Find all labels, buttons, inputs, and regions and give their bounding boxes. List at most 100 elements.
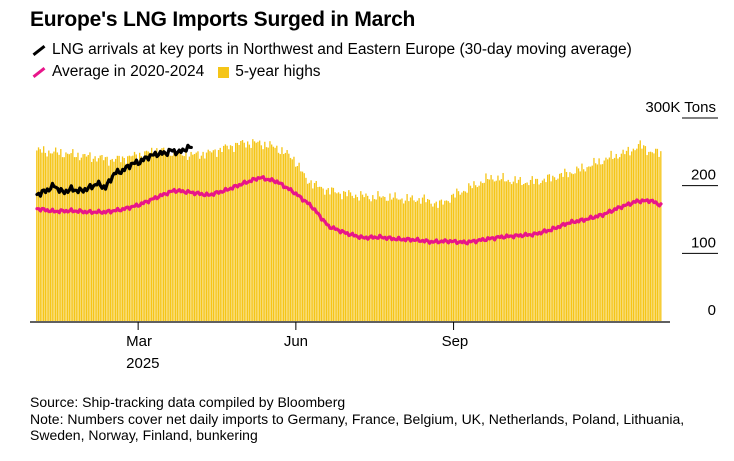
bar-5yr-high	[94, 156, 96, 321]
bar-5yr-high	[185, 151, 187, 321]
bar-5yr-high	[425, 202, 427, 321]
bar-5yr-high	[620, 153, 623, 321]
bar-5yr-high	[409, 197, 412, 321]
bar-5yr-high	[632, 148, 635, 321]
bar-5yr-high	[591, 165, 593, 321]
bar-5yr-high	[651, 152, 653, 321]
bar-5yr-high	[325, 189, 328, 321]
bar-5yr-high	[339, 193, 341, 321]
bar-5yr-high	[315, 180, 317, 321]
bar-5yr-high	[199, 158, 201, 321]
bar-5yr-high	[343, 191, 345, 321]
bar-5yr-high	[511, 184, 513, 321]
bar-5yr-high	[60, 149, 62, 321]
bar-5yr-high	[79, 160, 81, 321]
bar-5yr-high	[159, 152, 161, 321]
bar-5yr-high	[547, 174, 549, 321]
bar-5yr-high	[464, 191, 467, 321]
bar-5yr-high	[375, 199, 377, 321]
bar-5yr-high	[300, 171, 302, 321]
bar-5yr-high	[327, 188, 329, 321]
bar-5yr-high	[613, 157, 616, 321]
bar-5yr-high	[572, 174, 575, 321]
bar-5yr-high	[394, 192, 396, 321]
bar-5yr-high	[646, 155, 648, 321]
bar-5yr-high	[509, 182, 511, 321]
bar-5yr-high	[211, 152, 213, 321]
bar-5yr-high	[116, 155, 119, 321]
bar-5yr-high	[154, 156, 156, 321]
bar-5yr-high	[291, 159, 293, 321]
bar-5yr-high	[399, 199, 401, 321]
bar-5yr-high	[63, 157, 65, 321]
bar-5yr-high	[579, 171, 581, 321]
bar-5yr-high	[301, 171, 304, 321]
y-tick-label: 0	[708, 302, 716, 319]
bar-5yr-high	[204, 158, 206, 321]
bar-5yr-high	[560, 172, 563, 321]
bar-5yr-high	[53, 151, 55, 321]
bar-5yr-high	[37, 147, 40, 321]
bar-5yr-high	[223, 145, 225, 321]
bar-5yr-high	[356, 197, 359, 321]
bar-5yr-high	[219, 147, 221, 321]
bar-5yr-high	[298, 162, 300, 321]
bar-5yr-high	[344, 191, 347, 321]
bar-5yr-high	[192, 154, 194, 321]
bar-5yr-high	[469, 185, 472, 321]
bar-5yr-high	[559, 173, 561, 321]
bar-5yr-high	[121, 156, 124, 321]
bar-5yr-high	[284, 152, 287, 321]
bar-5yr-high	[97, 158, 100, 321]
bar-5yr-high	[466, 192, 468, 321]
bar-5yr-high	[144, 151, 146, 321]
bar-5yr-high	[437, 207, 439, 321]
bar-5yr-high	[396, 198, 398, 321]
y-tick-label: 100	[691, 234, 716, 251]
bar-5yr-high	[166, 152, 168, 321]
bar-5yr-high	[481, 183, 484, 321]
bar-5yr-high	[456, 188, 458, 321]
note-line-1: Note: Numbers cover net daily imports to…	[30, 410, 685, 427]
bar-5yr-high	[197, 151, 199, 321]
bar-5yr-high	[334, 192, 336, 321]
bar-5yr-high	[216, 156, 218, 321]
x-tick-label: Mar	[126, 333, 152, 350]
bar-5yr-high	[538, 184, 540, 321]
bar-5yr-high	[528, 185, 530, 321]
legend-item-5yr-highs: 5-year highs	[218, 63, 321, 81]
bar-5yr-high	[367, 195, 369, 321]
bar-5yr-high	[373, 199, 376, 321]
bar-5yr-high	[235, 142, 237, 321]
bar-5yr-high	[504, 181, 506, 321]
bar-5yr-high	[531, 176, 533, 321]
bar-5yr-high	[147, 151, 149, 321]
bar-5yr-high	[187, 159, 189, 321]
bar-5yr-high	[370, 201, 372, 321]
bar-5yr-high	[440, 199, 443, 321]
bar-5yr-high	[533, 183, 535, 321]
bar-5yr-high	[55, 147, 57, 321]
bar-5yr-high	[123, 157, 125, 321]
bar-5yr-high	[567, 177, 569, 321]
bar-5yr-high	[617, 158, 619, 321]
bar-5yr-high	[281, 147, 283, 321]
bar-5yr-high	[214, 149, 216, 321]
bar-5yr-high	[89, 152, 91, 321]
bar-5yr-high	[142, 158, 144, 321]
bar-5yr-high	[459, 194, 461, 321]
legend-item-average: Average in 2020-2024	[30, 63, 204, 81]
bar-5yr-high	[588, 166, 590, 321]
bar-5yr-high	[624, 154, 626, 321]
bar-5yr-high	[360, 191, 362, 321]
lng-chart: 0 100 200 300K Tons Mar 2025 Jun Sep	[30, 99, 718, 372]
bar-5yr-high	[529, 179, 532, 321]
bar-5yr-high	[157, 152, 160, 321]
bar-5yr-high	[581, 163, 583, 321]
legend-row-1: LNG arrivals at key ports in Northwest a…	[30, 41, 646, 59]
bar-5yr-high	[288, 153, 290, 321]
bar-5yr-high	[188, 156, 191, 321]
note-line-2: Sweden, Norway, Finland, bunkering	[30, 427, 258, 443]
bar-5yr-high	[607, 159, 609, 321]
bar-5yr-high	[236, 142, 239, 321]
